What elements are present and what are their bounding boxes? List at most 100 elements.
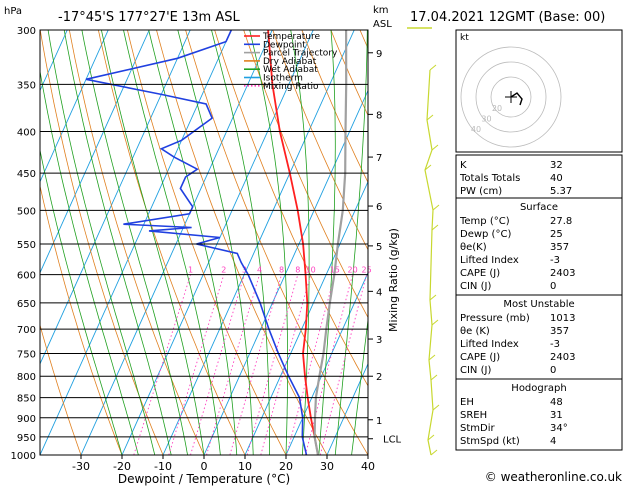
mixing-ratio-label: 4 bbox=[257, 266, 262, 275]
pressure-axis: 300 350 400 450 500 550 600 650 700 750 800 850 900 9… bbox=[11, 26, 368, 462]
mixing-ratio-label: 20 bbox=[348, 266, 358, 275]
dry-adiabat-line bbox=[214, 30, 368, 387]
mixing-ratio-line bbox=[168, 274, 225, 455]
temperature-tick-label: -20 bbox=[113, 460, 131, 473]
dry-adiabat-line bbox=[40, 184, 123, 455]
temperature-tick-label: 20 bbox=[279, 460, 293, 473]
table-row-label: SREH bbox=[460, 410, 487, 421]
dry-adiabat-line bbox=[68, 30, 205, 455]
mixing-ratio-label: 8 bbox=[279, 266, 284, 275]
wind-barb bbox=[432, 404, 440, 411]
table-row-value: 31 bbox=[550, 410, 563, 421]
isotherm-line bbox=[162, 30, 355, 455]
table-row-label: Dewp (°C) bbox=[460, 229, 511, 240]
table-row-label: θe(K) bbox=[460, 242, 487, 253]
table-row-label: Totals Totals bbox=[459, 173, 520, 184]
temperature-tick-label: 40 bbox=[361, 460, 375, 473]
height-tick-label: 7 bbox=[376, 153, 382, 164]
isotherm-line bbox=[326, 362, 368, 455]
table-row-label: StmSpd (kt) bbox=[460, 436, 520, 447]
dry-adiabat-line bbox=[243, 30, 368, 319]
background-lines bbox=[40, 30, 368, 455]
mixing-ratio-label: 10 bbox=[306, 266, 316, 275]
hodograph-unit: kt bbox=[460, 33, 469, 43]
height-tick-label: 6 bbox=[376, 202, 382, 213]
table-row-value: -3 bbox=[550, 339, 560, 350]
table-row-label: Lifted Index bbox=[460, 255, 519, 266]
wind-profile bbox=[407, 27, 440, 456]
table-section-title: Most Unstable bbox=[503, 299, 574, 310]
hodograph-ring-label: 40 bbox=[471, 125, 481, 134]
height-tick-label: 8 bbox=[376, 110, 382, 121]
table-row-value: -3 bbox=[550, 255, 560, 266]
table-row-label: CAPE (J) bbox=[460, 268, 500, 279]
hodograph-ring bbox=[475, 61, 547, 133]
hodograph-ring-label: 30 bbox=[481, 115, 491, 124]
wind-barb bbox=[431, 224, 439, 231]
asl-axis-unit: ASL bbox=[373, 19, 392, 30]
pressure-tick-label: 450 bbox=[17, 169, 36, 180]
table-row-label: StmDir bbox=[460, 423, 495, 434]
isotherm-line bbox=[40, 30, 232, 455]
table-row-label: EH bbox=[460, 397, 474, 408]
pressure-tick-label: 600 bbox=[17, 271, 36, 282]
temperature-tick-label: -10 bbox=[154, 460, 172, 473]
mixing-ratio-line bbox=[286, 274, 336, 455]
pressure-tick-label: 350 bbox=[17, 80, 36, 91]
dry-adiabat-line bbox=[301, 30, 368, 184]
hodograph-frame bbox=[455, 29, 623, 153]
wind-barb bbox=[432, 204, 440, 211]
table-row-value: 357 bbox=[550, 326, 569, 337]
table-row-value: 0 bbox=[550, 281, 556, 292]
temperature-tick-label: 30 bbox=[320, 460, 334, 473]
hodograph-ring bbox=[490, 76, 532, 118]
hodograph-trace bbox=[510, 92, 523, 106]
legend-label: Dry Adiabat bbox=[263, 57, 317, 67]
wind-barb bbox=[430, 374, 438, 381]
pressure-tick-label: 550 bbox=[17, 240, 36, 251]
dry-adiabat-line bbox=[40, 323, 82, 455]
table-row-value: 1013 bbox=[550, 313, 575, 324]
table-box bbox=[455, 197, 623, 296]
table-row-value: 357 bbox=[550, 242, 569, 253]
table-row-label: Lifted Index bbox=[460, 339, 519, 350]
mixing-ratio-label: 1 bbox=[188, 266, 193, 275]
legend-label: Wet Adiabat bbox=[263, 65, 318, 75]
datetime-label: 17.04.2021 12GMT (Base: 00) bbox=[410, 10, 605, 25]
pressure-tick-label: 950 bbox=[17, 433, 36, 444]
table-row-value: 0 bbox=[550, 365, 556, 376]
table-section-title: Surface bbox=[520, 202, 558, 213]
wind-barb bbox=[426, 114, 434, 121]
dry-adiabat-line bbox=[185, 30, 368, 455]
mixing-ratio-line bbox=[260, 274, 312, 455]
lcl-label: LCL bbox=[383, 435, 402, 446]
table-row-label: PW (cm) bbox=[460, 186, 502, 197]
pressure-tick-label: 400 bbox=[17, 128, 36, 139]
pressure-tick-label: 650 bbox=[17, 299, 36, 310]
legend-label: Isotherm bbox=[263, 74, 303, 84]
legend-label: Mixing Ratio bbox=[263, 82, 319, 92]
temperature-axis: -30 -20 -10 0 10 20 30 40 bbox=[72, 455, 375, 473]
table-section-title: Hodograph bbox=[511, 383, 566, 394]
wind-barb bbox=[431, 144, 439, 151]
mixing-ratio-line bbox=[190, 274, 245, 455]
wind-barb bbox=[430, 449, 438, 456]
wind-barb bbox=[429, 294, 437, 301]
table-row-label: K bbox=[460, 160, 467, 171]
table-row-value: 32 bbox=[550, 160, 563, 171]
mixing-ratio-line bbox=[133, 274, 192, 455]
temperature-tick-label: 10 bbox=[238, 460, 252, 473]
legend-label: Dewpoint bbox=[263, 40, 306, 50]
isotherm-line bbox=[40, 30, 191, 365]
dry-adiabat-line bbox=[272, 30, 368, 251]
dry-adiabat-line bbox=[127, 30, 287, 455]
table-row-label: CAPE (J) bbox=[460, 352, 500, 363]
table-row-value: 34° bbox=[550, 423, 568, 434]
table-row-label: CIN (J) bbox=[460, 281, 491, 292]
km-axis-unit: km bbox=[373, 5, 389, 16]
table-row-label: θe (K) bbox=[460, 326, 490, 337]
mixing-ratio-label: 3 bbox=[242, 266, 247, 275]
